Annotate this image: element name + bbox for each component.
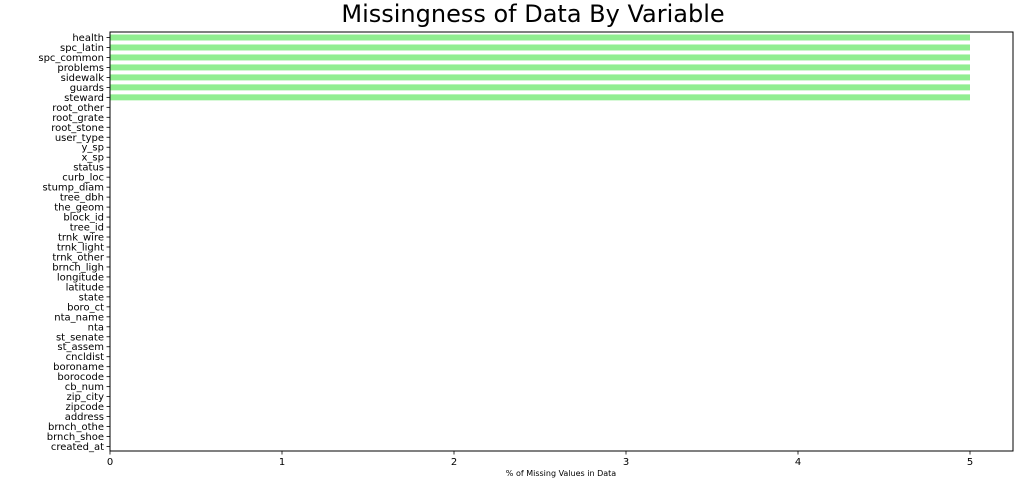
y-tick-label: x_sp — [82, 153, 104, 164]
x-tick-label: 0 — [107, 457, 113, 468]
chart-title: Missingness of Data By Variable — [341, 0, 724, 28]
y-tick-label: trnk_light — [57, 242, 104, 253]
y-tick-label: the_geom — [54, 203, 104, 214]
bar-sidewalk — [110, 74, 970, 81]
y-tick-label: spc_latin — [60, 43, 104, 54]
bar-spc_common — [110, 54, 970, 61]
y-tick-label: sidewalk — [61, 73, 105, 84]
y-tick-label: nta — [88, 322, 104, 333]
y-tick-label: brnch_ligh — [52, 262, 104, 273]
y-tick-label: root_other — [52, 103, 105, 114]
x-tick-label: 4 — [795, 457, 801, 468]
y-tick-label: st_senate — [56, 332, 104, 343]
y-tick-label: longitude — [57, 272, 104, 283]
bar-group — [110, 34, 970, 101]
y-tick-label: curb_loc — [62, 173, 104, 184]
y-tick-label: st_assem — [57, 342, 104, 353]
bar-problems — [110, 64, 970, 71]
y-tick-label: brnch_shoe — [47, 432, 104, 443]
y-tick-label: steward — [64, 93, 104, 104]
x-tick-label: 3 — [623, 457, 629, 468]
y-tick-label: created_at — [51, 442, 104, 453]
y-tick-label: root_stone — [51, 123, 104, 134]
y-tick-label: tree_dbh — [60, 193, 104, 204]
y-tick-label: boro_ct — [67, 302, 104, 313]
y-tick-label: boroname — [53, 362, 104, 373]
y-tick-label: zipcode — [66, 402, 105, 413]
bar-steward — [110, 94, 970, 101]
y-tick-label: brnch_othe — [48, 422, 104, 433]
y-tick-label: user_type — [55, 133, 104, 144]
y-tick-label: borocode — [57, 372, 104, 383]
y-tick-labels: healthspc_latinspc_commonproblemssidewal… — [38, 33, 110, 453]
x-tick-label: 2 — [451, 457, 457, 468]
bar-spc_latin — [110, 44, 970, 51]
bar-guards — [110, 84, 970, 91]
y-tick-label: spc_common — [38, 53, 104, 64]
x-axis-label: % of Missing Values in Data — [506, 469, 616, 478]
y-tick-label: health — [72, 33, 104, 44]
y-tick-label: zip_city — [67, 392, 105, 403]
y-tick-label: block_id — [63, 213, 104, 224]
y-tick-label: trnk_wire — [58, 233, 104, 244]
x-tick-label: 5 — [967, 457, 973, 468]
y-tick-label: y_sp — [82, 143, 104, 154]
y-tick-label: cb_num — [65, 382, 104, 393]
plot-area-frame — [109, 31, 1014, 452]
y-tick-label: stump_diam — [42, 183, 104, 194]
y-tick-label: address — [65, 412, 104, 423]
y-tick-label: trnk_other — [52, 252, 105, 263]
y-tick-label: tree_id — [70, 223, 104, 234]
y-tick-label: nta_name — [54, 312, 104, 323]
x-ticks: 0 1 2 3 4 5 — [107, 451, 973, 468]
y-tick-label: state — [79, 292, 104, 303]
bar-health — [110, 34, 970, 41]
y-tick-label: cncldist — [66, 352, 104, 363]
y-tick-label: status — [73, 163, 104, 174]
x-tick-label: 1 — [279, 457, 285, 468]
y-tick-label: problems — [57, 63, 104, 74]
y-tick-label: latitude — [66, 282, 104, 293]
y-tick-label: root_grate — [52, 113, 104, 124]
y-tick-label: guards — [70, 83, 104, 94]
